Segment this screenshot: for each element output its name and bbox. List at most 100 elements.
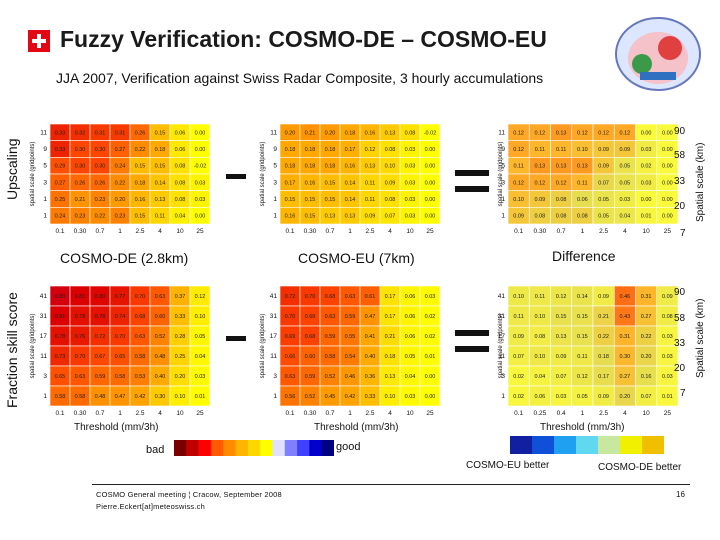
cell-value-label: 0.04 [535,374,546,380]
right-tick-top: 20 [674,201,686,212]
cell-value-label: 0.08 [385,147,396,153]
cell-value-label: 0.16 [285,214,296,220]
cell-value-label: 0.67 [95,354,106,360]
cell-value-label: 0.66 [285,354,296,360]
cell-value-label: 0.69 [285,334,296,340]
cell-value-label: 0.09 [513,334,524,340]
x-tick-label: 0.7 [95,410,104,417]
page-subtitle: JJA 2007, Verification against Swiss Rad… [56,70,544,86]
heatmap-fss-diff: spatial scale (gridpoints)41 0.10 0.11 0.12… [498,285,679,417]
cell-value-label: 0.17 [385,314,396,320]
cell-value-label: 0.00 [662,130,673,136]
heatmap-upscaling-de: spatial scale (gridpoints)11 0.33 0.32 0.31… [30,123,211,235]
cell-value-label: 0.46 [620,294,631,300]
right-axis-label-bottom: Spatial scale (km) [695,298,706,378]
cell-value-label: 0.13 [325,214,336,220]
cell-value-label: 0.03 [641,147,652,153]
cell-value-label: 0.11 [577,180,587,186]
x-tick-label: 0.1 [285,228,294,235]
cell-value-label: 0.04 [195,354,206,360]
cell-value-label: 0.70 [285,314,296,320]
y-tick-label: 11 [498,353,505,360]
cell-value-label: 0.32 [75,130,86,136]
cell-value-label: 0.40 [365,354,376,360]
cell-value-label: 0.13 [556,130,567,136]
x-tick-label: 2.5 [365,228,374,235]
cell-value-label: 0.08 [385,197,396,203]
heatmap-cell [189,385,211,407]
cell-value-label: -0.02 [424,130,437,136]
cell-value-label: 0.02 [425,314,436,320]
cell-value-label: 0.58 [115,374,126,380]
heatmap-cell [419,385,441,407]
legend-diff-colorbar [510,436,664,454]
cell-value-label: 0.06 [405,314,416,320]
cell-value-label: 0.20 [325,130,336,136]
colorbar-swatch [284,440,298,456]
cell-value-label: -0.02 [194,164,207,170]
y-tick-label: 5 [501,163,505,170]
cell-value-label: 0.09 [513,214,524,220]
cell-value-label: 0.03 [662,334,673,340]
equals-operator-bottom-2 [455,346,489,352]
x-tick-label: 0.1 [514,410,523,417]
y-tick-label: 41 [40,293,48,300]
y-tick-label: 3 [43,179,47,186]
y-tick-label: 11 [40,129,47,136]
cell-value-label: 0.09 [556,354,567,360]
x-tick-label: 2.5 [135,228,144,235]
y-tick-label: 1 [501,196,505,203]
heatmap-cell [189,207,211,225]
cell-value-label: 0.20 [175,374,186,380]
colorbar-swatch [272,440,286,456]
x-tick-label: 0.7 [95,228,104,235]
cell-value-label: 0.10 [513,197,524,203]
cell-value-label: 0.12 [535,130,546,136]
cell-value-label: 0.63 [135,334,146,340]
cell-value-label: 0.11 [365,180,375,186]
cell-value-label: 0.11 [365,197,375,203]
cell-value-label: 0.12 [365,147,376,153]
cell-value-label: 0.23 [95,197,106,203]
cell-value-label: 0.52 [155,334,166,340]
minus-operator-bottom [226,336,246,341]
minus-operator-top [226,174,246,179]
y-tick-label: 3 [273,179,277,186]
cell-value-label: 0.14 [155,180,166,186]
cell-value-label: 0.22 [115,180,126,186]
cell-value-label: 0.30 [95,147,106,153]
cell-value-label: 0.16 [345,164,356,170]
cell-value-label: 0.17 [598,374,609,380]
cell-value-label: 0.05 [598,214,609,220]
cell-value-label: 0.10 [535,314,546,320]
x-tick-label: 10 [176,410,184,417]
cell-value-label: 0.58 [55,394,66,400]
right-tick-bottom: 33 [674,338,686,349]
cell-value-label: 0.60 [155,314,166,320]
cell-value-label: 0.05 [620,164,631,170]
cell-value-label: 0.15 [325,197,336,203]
y-tick-label: 1 [501,213,505,220]
y-tick-label: 9 [273,146,277,153]
x-tick-label: 1 [118,228,122,235]
cell-value-label: 0.00 [662,180,673,186]
cell-value-label: 0.13 [345,214,356,220]
cell-value-label: 0.68 [135,314,146,320]
x-tick-label: 0.7 [325,228,334,235]
cell-value-label: 0.59 [305,374,316,380]
y-tick-label: 11 [270,129,277,136]
x-tick-label: 25 [664,410,672,417]
cell-value-label: 0.31 [620,334,631,340]
xlabel-diff: Threshold (mm/3h) [540,422,625,433]
cell-value-label: 0.48 [95,394,106,400]
x-tick-label: 2.5 [599,410,608,417]
cell-value-label: 0.65 [55,374,66,380]
cell-value-label: 0.15 [285,197,296,203]
colorbar-swatch [309,440,322,456]
cell-value-label: 0.16 [365,130,376,136]
legend-good-label: good [336,441,361,453]
cell-value-label: 0.09 [385,180,396,186]
y-tick-label: 3 [43,373,47,380]
cell-value-label: 0.08 [175,180,186,186]
y-axis-label: spatial scale (gridpoints) [498,314,504,379]
